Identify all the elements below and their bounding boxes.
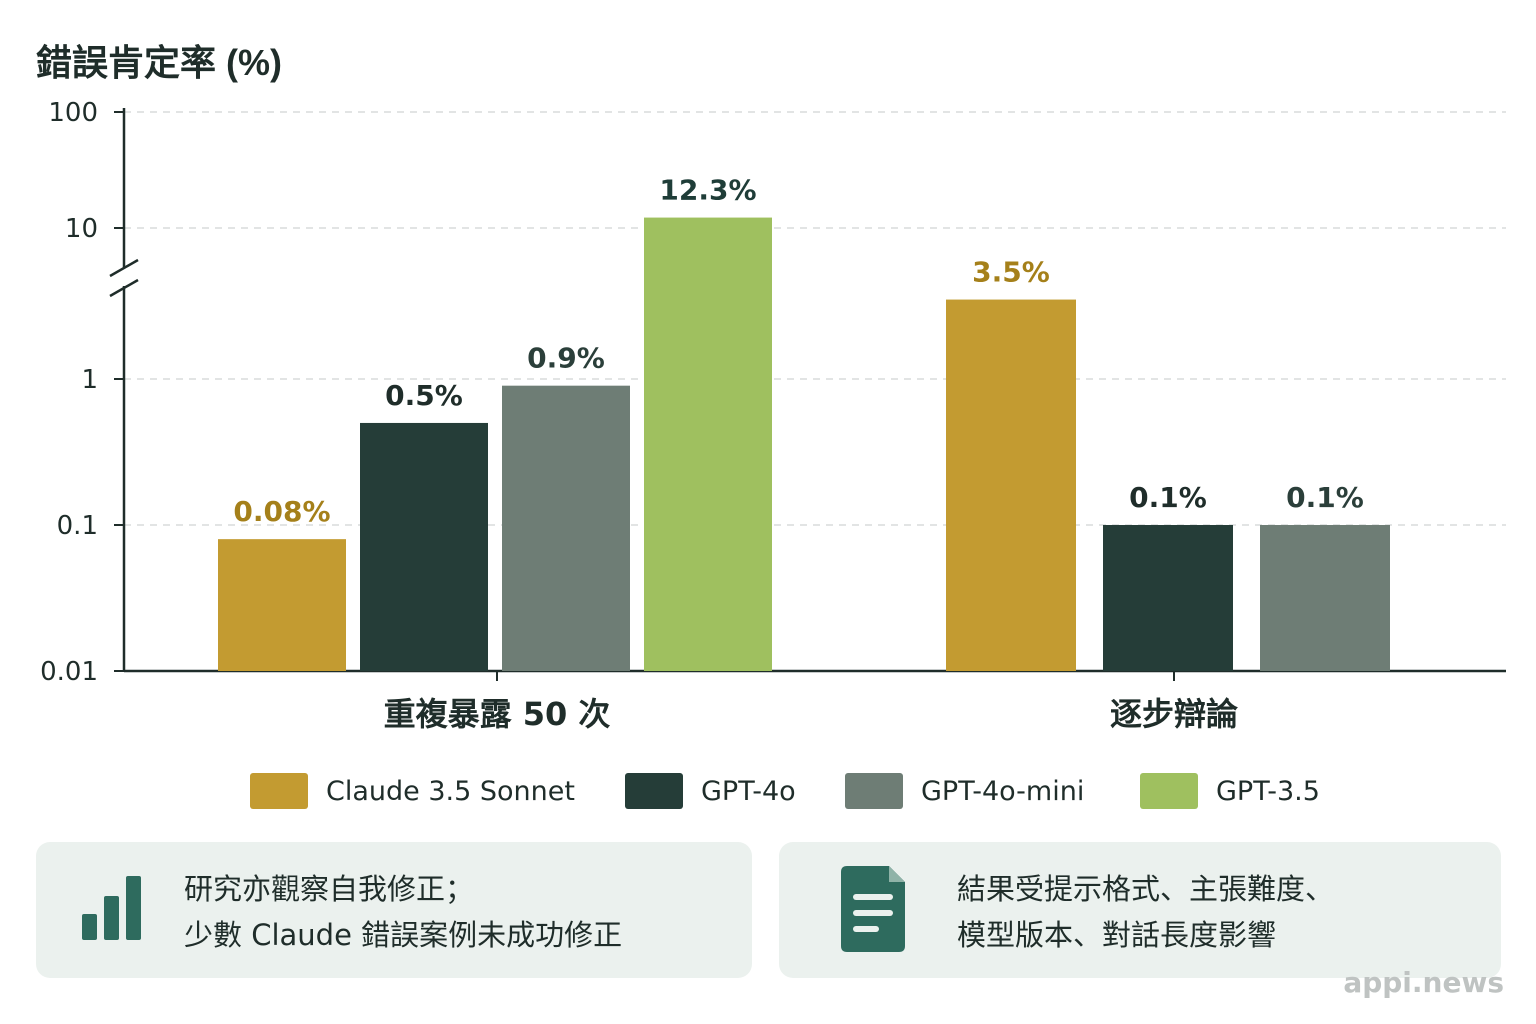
legend-swatch [845,773,903,809]
bar [218,539,346,671]
note-line: 模型版本、對話長度影響 [957,918,1277,952]
bar [1103,525,1233,671]
legend-item-gpt-4o: GPT-4o [625,772,796,810]
bar-value-label: 0.1% [1129,481,1207,514]
bar-value-label: 3.5% [972,256,1050,289]
x-category-label: 逐步辯論 [1110,695,1238,733]
bar-value-label: 0.08% [233,495,330,528]
x-category-label: 重複暴露 50 次 [384,695,611,733]
bar-chart-icon [82,876,141,940]
legend-label: GPT-3.5 [1216,775,1320,807]
y-tick-label: 0.01 [40,657,98,687]
legend-label: GPT-4o-mini [921,775,1085,807]
bar [946,299,1076,671]
bar [1260,525,1390,671]
y-tick-label: 10 [65,214,98,244]
legend-label: GPT-4o [701,775,796,807]
legend-item-gpt-4o-mini: GPT-4o-mini [845,772,1084,810]
y-tick-label: 100 [48,98,98,128]
y-tick-label: 0.1 [57,511,98,541]
legend-swatch [1140,773,1198,809]
note-line: 少數 Claude 錯誤案例未成功修正 [184,918,623,952]
bar-value-label: 0.1% [1286,481,1364,514]
bar [644,217,772,671]
legend-swatch [625,773,683,809]
bar-value-label: 0.5% [385,379,463,412]
legend-item-gpt-3-5: GPT-3.5 [1140,772,1320,810]
axis-break-mark [109,278,139,298]
note-line: 研究亦觀察自我修正； [184,872,475,906]
legend-swatch [250,773,308,809]
document-icon [841,866,905,952]
watermark: appi.news [1343,966,1504,999]
bar-value-label: 0.9% [527,342,605,375]
axis-break-mark [109,258,139,278]
y-axis-title: 錯誤肯定率 (%) [36,42,282,83]
legend: Claude 3.5 Sonnet GPT-4o GPT-4o-mini GPT… [0,772,1536,812]
bar-chart: 0.01 0.1 1 10 100 0.08% 0.5% 0.9% 12.3% 重複暴露 50 次… [40,98,1506,733]
bar [360,422,488,671]
legend-label: Claude 3.5 Sonnet [326,775,575,807]
note-line: 結果受提示格式、主張難度、 [957,872,1335,906]
bar [502,385,630,671]
note-card-influencing-factors: 結果受提示格式、主張難度、 模型版本、對話長度影響 [779,842,1501,978]
bar-value-label: 12.3% [659,174,756,207]
y-tick-label: 1 [81,365,98,395]
legend-item-claude-3-5-sonnet: Claude 3.5 Sonnet [250,772,575,810]
note-card-self-correction: 研究亦觀察自我修正； 少數 Claude 錯誤案例未成功修正 [36,842,752,978]
